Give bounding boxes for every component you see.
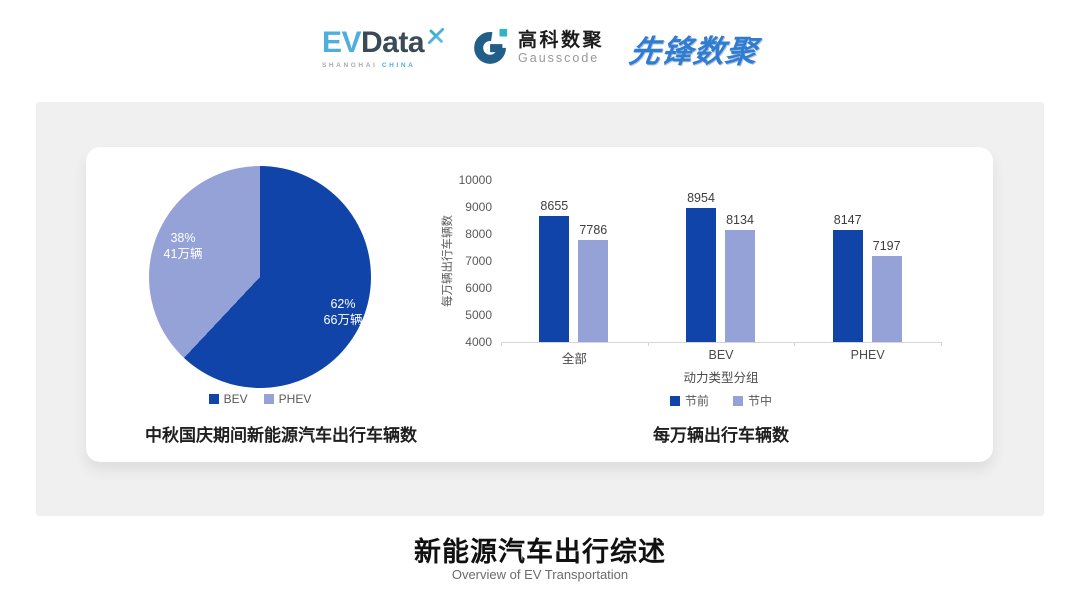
evdata-data-text: Data (360, 25, 425, 59)
legend-swatch (208, 394, 219, 404)
evdata-wordmark: EV Data (321, 25, 446, 59)
x-axis-line (501, 342, 942, 343)
evdata-shanghai-text: SHANGHAI (321, 61, 378, 69)
bar-value-label: 8655 (540, 199, 569, 214)
legend-label: PHEV (278, 392, 312, 406)
pie-bev-amount: 66万辆 (323, 312, 363, 327)
legend-label: BEV (223, 392, 248, 406)
x-axis-tick (941, 342, 942, 346)
y-tick-label: 4000 (465, 335, 492, 349)
pie-phev-amount: 41万辆 (163, 246, 203, 261)
page-subtitle: Overview of EV Transportation (451, 567, 629, 582)
bar-chart: 每万辆出行车辆数 动力类型分组 节前 节中 每万辆出行车辆数 4000 5000 60… (430, 160, 978, 465)
gausscode-wordmark: 高科数聚 Gausscode (518, 30, 604, 66)
g-ring-icon (472, 25, 510, 72)
pie-label-bev: 62% 66万辆 (293, 297, 393, 328)
bar-chart-title: 每万辆出行车辆数 (653, 426, 789, 445)
legend-swatch (669, 395, 680, 406)
bar-value-label: 7197 (872, 238, 901, 253)
bar-value-label: 7786 (579, 222, 608, 237)
bar (578, 239, 609, 342)
legend-label: 节中 (748, 394, 773, 408)
legend-item: 节中 (733, 392, 772, 409)
evdata-china-text: CHINA (381, 61, 416, 69)
header: EV Data SHANGHAI CHINA (0, 16, 1080, 80)
legend-swatch (263, 394, 274, 404)
pie-label-phev: 38% 41万辆 (133, 231, 233, 262)
bar (871, 255, 902, 342)
x-axis-tick (647, 342, 649, 346)
evdata-logo: EV Data SHANGHAI CHINA (321, 25, 446, 69)
pie-legend: BEV PHEV (149, 392, 371, 406)
bar-x-axis-label: 动力类型分组 (683, 371, 759, 385)
pie-bev-percent: 62% (330, 297, 356, 311)
category-label: 全部 (561, 352, 587, 366)
bar (539, 216, 570, 342)
page-title: 新能源汽车出行综述 (414, 537, 666, 567)
y-tick-label: 7000 (465, 254, 492, 268)
category-label: PHEV (850, 348, 885, 362)
gausscode-en-text: Gausscode (518, 51, 600, 66)
gausscode-logo: 高科数聚 Gausscode (472, 25, 604, 72)
evdata-subtitle: SHANGHAI CHINA (322, 62, 415, 69)
bar-value-label: 8147 (833, 213, 862, 228)
gausscode-cn-text: 高科数聚 (518, 30, 605, 52)
legend-item: BEV (208, 392, 248, 406)
x-axis-tick (794, 342, 796, 346)
pie-graphic (149, 166, 371, 388)
y-tick-label: 6000 (465, 281, 492, 295)
x-axis-tick (501, 342, 502, 346)
bar-legend: 节前 节中 (501, 392, 941, 409)
category-label: BEV (708, 348, 734, 362)
bar-value-label: 8954 (687, 191, 715, 206)
bar (686, 208, 716, 342)
evdata-ev-text: EV (321, 25, 362, 59)
pie-phev-percent: 38% (170, 231, 196, 245)
xianfeng-wordmark-text: 先锋数聚 (627, 33, 761, 69)
bar (832, 230, 863, 342)
y-tick-label: 9000 (465, 200, 492, 214)
legend-item: PHEV (263, 392, 312, 406)
pie-chart-title: 中秋国庆期间新能源汽车出行车辆数 (145, 426, 417, 445)
xianfeng-logo: 先锋数聚 (627, 26, 761, 71)
bar-value-label: 8134 (726, 213, 754, 228)
y-tick-label: 10000 (458, 173, 492, 187)
legend-label: 节前 (684, 394, 709, 408)
x-spark-icon (426, 22, 446, 52)
legend-swatch (733, 395, 743, 406)
legend-item: 节前 (669, 392, 709, 409)
y-tick-label: 8000 (465, 227, 492, 241)
bar (725, 230, 755, 342)
y-tick-label: 5000 (465, 308, 492, 322)
